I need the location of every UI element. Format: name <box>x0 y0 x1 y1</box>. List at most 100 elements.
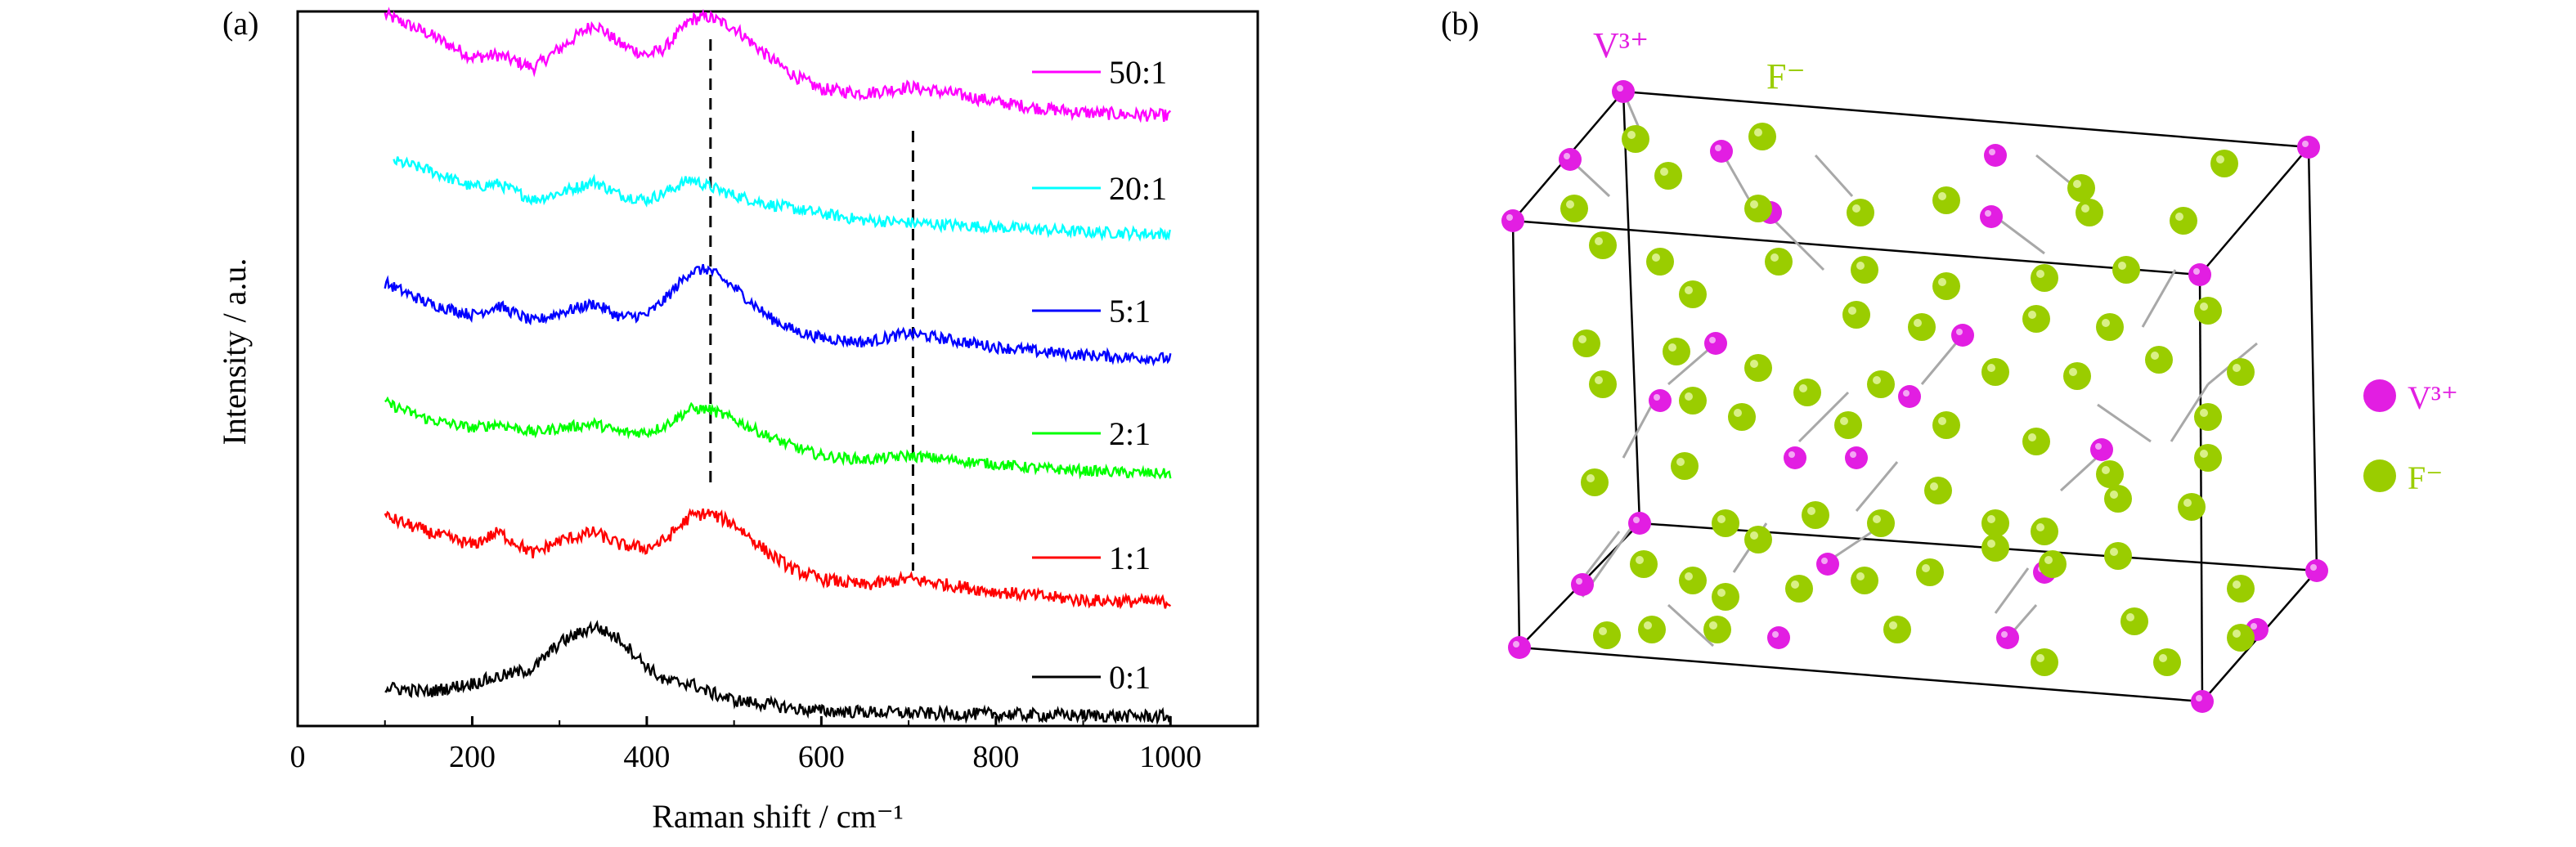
f-ion-atom <box>2227 624 2255 652</box>
atom-highlight <box>2118 262 2126 270</box>
panel-a: (a) 50:1 20:1 5:1 2:1 1:1 0:1 0 200 400 600 800 10… <box>216 5 1259 835</box>
atom-highlight <box>2102 466 2110 474</box>
atom-highlight <box>1889 621 1897 630</box>
atom-highlight <box>1627 131 1636 139</box>
atom-highlight <box>1578 335 1586 343</box>
atom-highlight <box>1848 307 1856 315</box>
atom-highlight <box>1513 641 1519 648</box>
atom-highlight <box>2110 548 2118 556</box>
f-ion-atom <box>1679 280 1707 308</box>
atom-highlight <box>1852 204 1860 213</box>
v-f-bond <box>1995 215 2045 255</box>
atom-highlight <box>1788 451 1795 458</box>
f-ion-atom <box>1573 329 1600 357</box>
f-ion-atom <box>1847 199 1874 226</box>
atom-highlight <box>1576 578 1582 585</box>
x-axis-label: Raman shift / cm⁻¹ <box>652 798 904 835</box>
f-ion-atom <box>1785 575 1813 603</box>
f-ion-atom <box>2145 346 2173 374</box>
atom-highlight <box>1599 627 1607 635</box>
v-f-bond <box>1622 404 1654 459</box>
x-tick-label: 800 <box>972 740 1019 774</box>
atom-highlight <box>1676 458 1685 466</box>
atom-highlight <box>1754 128 1762 137</box>
f-ion-atom <box>1712 583 1739 611</box>
atom-highlight <box>1595 376 1603 384</box>
v-ion-atom <box>1649 389 1672 412</box>
v-ion-atom <box>1612 80 1635 103</box>
f-ion-legend-marker <box>2363 459 2396 492</box>
atom-highlight <box>1734 409 1742 417</box>
dashed-reference-lines <box>709 39 914 571</box>
f-ion-top-label: F⁻ <box>1766 56 1806 96</box>
atom-highlight <box>2044 556 2053 564</box>
v-f-bond <box>1667 603 1715 648</box>
atom-highlight <box>2110 491 2118 499</box>
atom-highlight <box>2036 654 2044 662</box>
v-ion-atom <box>1980 205 2003 228</box>
panel-b-label: (b) <box>1441 5 1479 42</box>
legend-label: 50:1 <box>1109 54 1167 91</box>
v-ion-atom <box>1784 446 1806 469</box>
v-ion-atom <box>2090 438 2113 461</box>
atom-highlight <box>1564 153 1570 159</box>
atom-highlight <box>1750 531 1758 540</box>
f-ion-atom <box>2170 207 2197 235</box>
atom-highlight <box>1750 200 1758 208</box>
unit-cell-edge <box>1512 219 2201 276</box>
plot-frame <box>296 10 1259 728</box>
atom-highlight <box>2196 695 2202 701</box>
atom-highlight <box>1987 364 1995 372</box>
atom-highlight <box>1938 192 1946 200</box>
atom-highlight <box>1644 621 1652 630</box>
series-line-2-1 <box>384 396 1172 480</box>
atom-highlight <box>1791 580 1799 589</box>
atom-highlight <box>2036 523 2044 531</box>
atom-highlight <box>1660 168 1668 176</box>
f-ion-atom <box>1703 616 1731 643</box>
unit-cell-edge <box>1511 220 1521 648</box>
unit-cell-edge <box>2198 274 2204 702</box>
x-tick-label: 0 <box>290 740 306 774</box>
v-ion-atom <box>1984 144 2007 167</box>
atom-highlight <box>2233 630 2241 638</box>
atom-highlight <box>2251 623 2257 630</box>
atom-highlight <box>1807 507 1815 515</box>
atom-highlight <box>1856 572 1865 580</box>
atom-highlight <box>2036 270 2044 278</box>
x-axis-ticks: 0 200 400 600 800 1000 <box>290 716 1201 774</box>
f-ion-atom <box>2194 444 2222 472</box>
atom-highlight <box>1750 360 1758 368</box>
f-ion-atom <box>1924 477 1952 504</box>
f-ion-atom <box>2096 313 2124 341</box>
atom-highlight <box>1956 329 1963 335</box>
f-ion-legend-label: F⁻ <box>2408 459 2443 496</box>
f-ion-atom <box>2227 358 2255 386</box>
series-line-20-1 <box>393 156 1171 242</box>
atom-highlight <box>2001 631 2008 638</box>
f-ion-atom <box>1638 616 1666 643</box>
v-ion-atom <box>1571 573 1594 596</box>
atom-highlight <box>1636 556 1644 564</box>
atom-highlight <box>1772 631 1779 638</box>
f-ion-atom <box>2194 403 2222 431</box>
atom-highlight <box>1709 621 1717 630</box>
v-ion-top-label: V³⁺ <box>1593 25 1649 65</box>
atom-highlight <box>2216 155 2224 164</box>
f-ion-atom <box>1765 248 1793 276</box>
f-ion-atom <box>2210 150 2238 177</box>
f-ion-atom <box>2039 550 2067 578</box>
atom-highlight <box>2081 204 2089 213</box>
f-ion-atom <box>1630 550 1658 578</box>
unit-cell-edge <box>1519 646 2203 703</box>
v-ion-atom <box>1898 385 1921 408</box>
crystal-structure <box>1501 80 2328 713</box>
f-ion-atom <box>1646 248 1674 276</box>
v-f-bond <box>1994 567 2030 614</box>
atom-highlight <box>2151 352 2159 360</box>
atom-highlight <box>1717 515 1726 523</box>
f-ion-atom <box>2022 428 2050 455</box>
f-ion-atom <box>1744 195 1772 222</box>
f-ion-atom <box>1679 567 1707 594</box>
